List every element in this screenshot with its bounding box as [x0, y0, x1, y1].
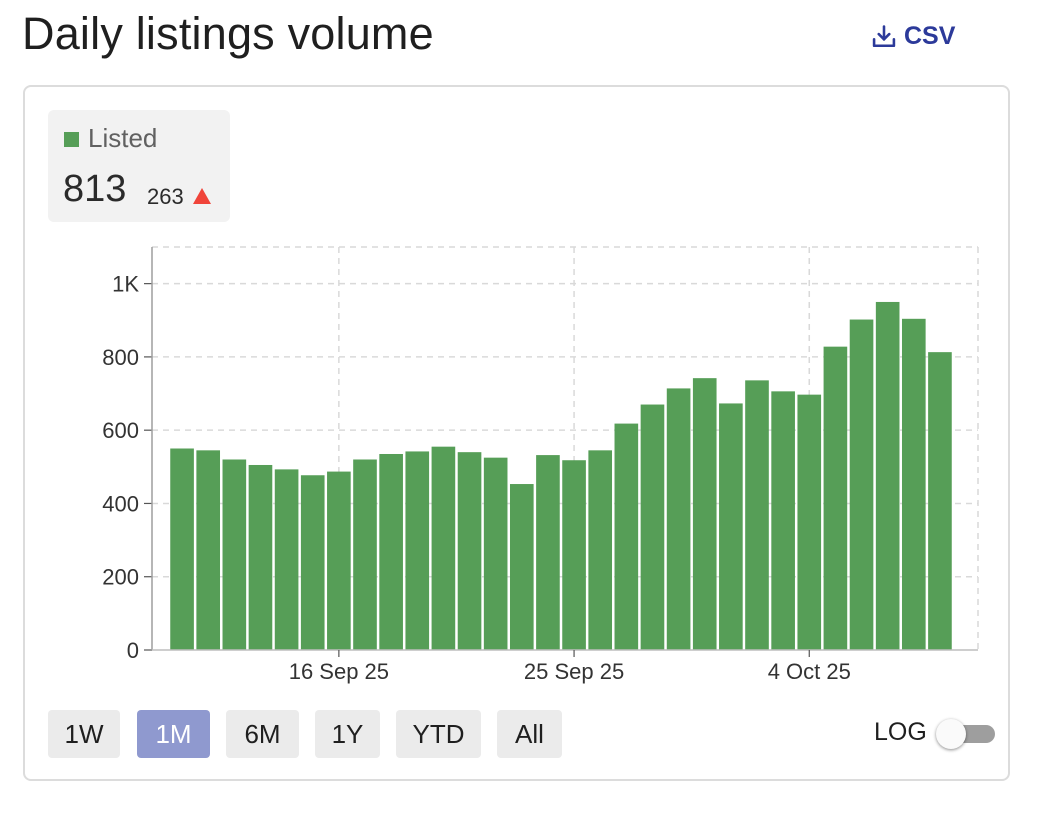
bar [745, 380, 769, 650]
bar [483, 457, 508, 650]
range-button-all[interactable]: All [497, 710, 562, 758]
range-button-1y[interactable]: 1Y [315, 710, 380, 758]
bar [692, 378, 717, 650]
bar [849, 319, 874, 650]
bar [431, 446, 456, 650]
page-title: Daily listings volume [22, 8, 434, 59]
bar [274, 469, 299, 650]
bar [901, 318, 926, 650]
chart-card [23, 85, 1010, 781]
bar [457, 452, 482, 650]
stat-summary: Listed 813 263 [48, 110, 230, 222]
stat-value: 813 [63, 168, 127, 210]
bar [928, 352, 952, 650]
y-tick-label: 400 [102, 491, 139, 516]
y-tick-label: 200 [102, 565, 139, 590]
y-tick-label: 800 [102, 345, 139, 370]
bar [327, 471, 351, 650]
bar [509, 484, 534, 650]
log-scale-toggle-knob[interactable] [936, 719, 966, 749]
bar [536, 455, 560, 650]
bar [719, 403, 743, 650]
range-button-1m[interactable]: 1M [137, 710, 210, 758]
y-tick-label: 600 [102, 418, 139, 443]
bar [614, 423, 639, 650]
bar [379, 453, 403, 650]
bar [353, 459, 377, 650]
stat-delta: 263 [147, 184, 184, 209]
bar [405, 451, 430, 650]
bar [875, 301, 900, 650]
bar [300, 475, 325, 650]
download-icon [872, 24, 896, 47]
range-button-6m[interactable]: 6M [226, 710, 299, 758]
csv-download-button[interactable]: CSV [870, 22, 955, 51]
bar [562, 460, 586, 650]
legend-swatch [64, 132, 79, 147]
range-button-1w[interactable]: 1W [48, 710, 120, 758]
bar [797, 394, 822, 650]
y-tick-label: 1K [112, 272, 139, 297]
bar [588, 450, 613, 650]
bar [666, 388, 691, 650]
bar [823, 346, 848, 650]
delta-up-arrow-icon [193, 188, 211, 204]
bar [640, 404, 665, 650]
x-tick-label: 16 Sep 25 [289, 659, 389, 684]
bar [222, 459, 247, 650]
csv-label: CSV [904, 22, 956, 50]
log-scale-label: LOG [874, 718, 927, 746]
x-tick-label: 25 Sep 25 [524, 659, 624, 684]
y-tick-label: 0 [127, 638, 139, 663]
range-button-ytd[interactable]: YTD [396, 710, 481, 758]
bar [196, 450, 221, 650]
bar [771, 391, 795, 650]
bar [248, 464, 273, 650]
x-tick-label: 4 Oct 25 [768, 659, 851, 684]
legend-label: Listed [88, 123, 158, 153]
bar [170, 448, 194, 650]
